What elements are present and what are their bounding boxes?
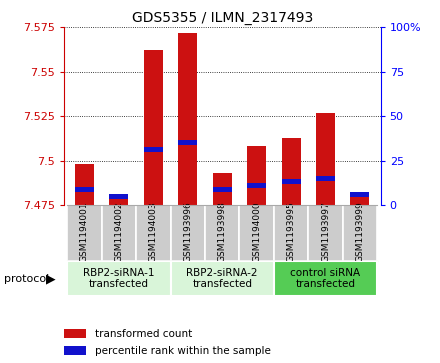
Text: control siRNA
transfected: control siRNA transfected [290,268,360,289]
Text: protocol: protocol [4,274,50,284]
Text: GSM1193999: GSM1193999 [356,202,364,262]
Bar [316,176,335,181]
Text: GSM1193998: GSM1193998 [218,202,227,262]
Bar [274,261,377,296]
Bar [144,50,163,205]
Bar [171,261,274,296]
Bar [239,205,274,261]
Bar [102,205,136,261]
Bar [178,140,197,145]
Bar [274,205,308,261]
Text: GSM1194001: GSM1194001 [80,202,89,262]
Bar [136,205,171,261]
Text: ▶: ▶ [46,272,56,285]
Bar [351,192,370,197]
Bar [110,198,128,205]
Text: GSM1193996: GSM1193996 [183,202,192,262]
Text: GSM1194003: GSM1194003 [149,202,158,262]
Bar [213,173,232,205]
Bar [282,179,301,184]
Bar [178,33,197,205]
Bar [171,205,205,261]
Title: GDS5355 / ILMN_2317493: GDS5355 / ILMN_2317493 [132,11,313,25]
Bar [308,205,343,261]
Bar [144,147,163,152]
Bar [343,205,377,261]
Text: GSM1194002: GSM1194002 [114,202,123,262]
Bar [75,187,94,192]
Text: transformed count: transformed count [95,329,193,339]
Text: RBP2-siRNA-1
transfected: RBP2-siRNA-1 transfected [83,268,154,289]
Bar [64,329,86,338]
Bar [247,146,266,205]
Bar [213,187,232,192]
Bar [67,261,171,296]
Bar [64,346,86,355]
Bar [205,205,239,261]
Bar [110,194,128,199]
Text: GSM1194000: GSM1194000 [252,202,261,262]
Bar [75,164,94,205]
Bar [351,193,370,205]
Text: GSM1193995: GSM1193995 [286,202,296,262]
Text: GSM1193997: GSM1193997 [321,202,330,262]
Bar [282,138,301,205]
Bar [67,205,102,261]
Bar [247,183,266,188]
Bar [316,113,335,205]
Text: RBP2-siRNA-2
transfected: RBP2-siRNA-2 transfected [187,268,258,289]
Text: percentile rank within the sample: percentile rank within the sample [95,346,271,356]
